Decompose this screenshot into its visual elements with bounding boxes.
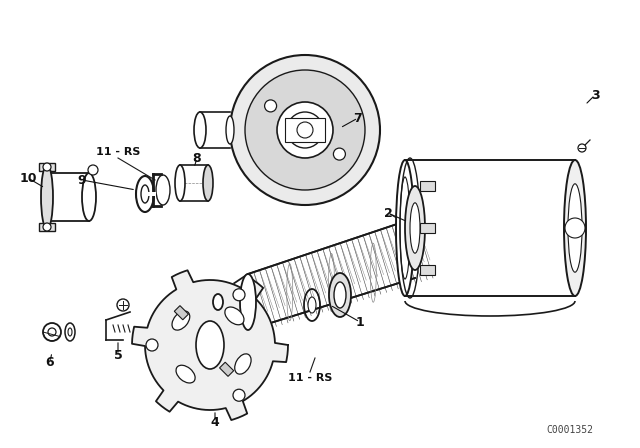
Text: 3: 3	[591, 89, 599, 102]
Ellipse shape	[196, 321, 224, 369]
Bar	[285, 118, 325, 142]
Circle shape	[565, 218, 585, 238]
Ellipse shape	[194, 112, 206, 148]
Ellipse shape	[564, 160, 586, 296]
Ellipse shape	[65, 323, 75, 341]
Bar	[39, 163, 55, 171]
Bar	[144, 192, 156, 196]
Text: 11 - RS: 11 - RS	[288, 373, 332, 383]
Text: C0001352: C0001352	[547, 425, 593, 435]
Text: 4: 4	[211, 415, 220, 428]
Circle shape	[297, 122, 313, 138]
Circle shape	[245, 70, 365, 190]
Circle shape	[264, 100, 276, 112]
Ellipse shape	[334, 282, 346, 308]
Ellipse shape	[400, 177, 410, 279]
Ellipse shape	[172, 311, 190, 330]
Ellipse shape	[308, 297, 316, 313]
Text: 8: 8	[193, 151, 202, 164]
Ellipse shape	[240, 274, 256, 330]
Circle shape	[88, 165, 98, 175]
Ellipse shape	[410, 203, 420, 253]
Ellipse shape	[235, 354, 251, 374]
Text: 5: 5	[114, 349, 122, 362]
Ellipse shape	[82, 173, 96, 221]
Text: 6: 6	[45, 356, 54, 369]
Text: 2: 2	[383, 207, 392, 220]
Circle shape	[578, 144, 586, 152]
Ellipse shape	[396, 160, 414, 296]
Ellipse shape	[68, 328, 72, 336]
Bar	[174, 306, 188, 320]
Ellipse shape	[176, 365, 195, 383]
Circle shape	[43, 323, 61, 341]
Circle shape	[48, 328, 56, 336]
Circle shape	[233, 289, 245, 301]
Circle shape	[43, 223, 51, 231]
Bar	[420, 181, 435, 191]
Ellipse shape	[226, 116, 234, 144]
Text: 9: 9	[77, 173, 86, 186]
Circle shape	[287, 112, 323, 148]
Circle shape	[230, 55, 380, 205]
Text: 1: 1	[356, 315, 364, 328]
Text: 10: 10	[19, 172, 36, 185]
Circle shape	[333, 148, 346, 160]
Circle shape	[146, 339, 158, 351]
Ellipse shape	[203, 165, 213, 201]
Ellipse shape	[329, 273, 351, 317]
Circle shape	[233, 389, 245, 401]
Ellipse shape	[213, 294, 223, 310]
Circle shape	[117, 299, 129, 311]
Text: 11 - RS: 11 - RS	[96, 147, 140, 157]
Circle shape	[43, 163, 51, 171]
Ellipse shape	[405, 186, 425, 270]
Ellipse shape	[568, 184, 582, 272]
Ellipse shape	[175, 165, 185, 201]
Ellipse shape	[225, 307, 244, 325]
Ellipse shape	[41, 165, 53, 229]
Text: 7: 7	[354, 112, 362, 125]
Bar	[39, 223, 55, 231]
Circle shape	[277, 102, 333, 158]
Ellipse shape	[141, 185, 149, 203]
Bar	[420, 223, 435, 233]
Polygon shape	[132, 270, 288, 420]
Bar	[220, 362, 234, 376]
Bar	[420, 265, 435, 275]
